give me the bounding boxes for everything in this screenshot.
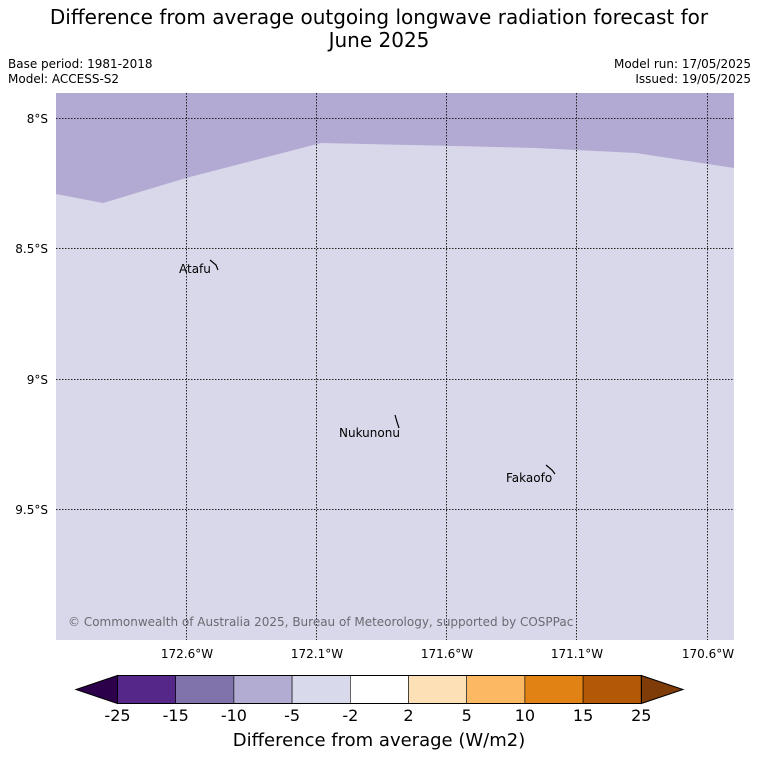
colorbar-cell bbox=[233, 675, 293, 704]
colorbar-tick-label: -5 bbox=[284, 706, 301, 725]
colorbar-tick-label: -25 bbox=[104, 706, 131, 725]
model-run: Model run: 17/05/2025 bbox=[613, 57, 751, 71]
lat-label-9-5s: 9.5°S bbox=[15, 503, 48, 517]
colorbar-extension-low bbox=[74, 674, 118, 705]
title-line-2: June 2025 bbox=[328, 28, 430, 52]
atoll-nukunonu bbox=[394, 414, 400, 429]
colorbar-cell bbox=[466, 675, 526, 704]
place-label-nukunonu: Nukunonu bbox=[339, 426, 400, 440]
colorbar-tick-label: -15 bbox=[162, 706, 189, 725]
base-period: Base period: 1981-2018 bbox=[8, 57, 153, 71]
lon-label-171-1w: 171.1°W bbox=[550, 647, 604, 661]
colorbar-tick-label: 10 bbox=[514, 706, 536, 725]
colorbar-title: Difference from average (W/m2) bbox=[232, 730, 526, 751]
lat-label-8s: 8°S bbox=[26, 112, 48, 126]
colorbar-extension-high bbox=[640, 674, 685, 705]
colorbar-cell bbox=[175, 675, 235, 704]
copyright-notice: © Commonwealth of Australia 2025, Bureau… bbox=[68, 615, 574, 629]
colorbar-cell bbox=[524, 675, 584, 704]
lat-label-9s: 9°S bbox=[26, 373, 48, 387]
model-name: Model: ACCESS-S2 bbox=[8, 72, 120, 86]
place-label-fakaofo: Fakaofo bbox=[506, 471, 553, 485]
lat-label-8-5s: 8.5°S bbox=[15, 242, 48, 256]
colorbar-tick-label: 5 bbox=[461, 706, 472, 725]
meta-right: Model run: 17/05/2025 Issued: 19/05/2025 bbox=[614, 57, 751, 87]
lon-label-171-6w: 171.6°W bbox=[420, 647, 474, 661]
map-panel bbox=[56, 93, 734, 640]
anomaly-band-minus5-minus2 bbox=[56, 93, 734, 640]
lon-label-172-6w: 172.6°W bbox=[160, 647, 214, 661]
colorbar-tick-label: 15 bbox=[572, 706, 594, 725]
graticule bbox=[56, 93, 734, 640]
lon-label-172-1w: 172.1°W bbox=[290, 647, 344, 661]
colorbar-cell bbox=[291, 675, 351, 704]
atoll-fakaofo bbox=[545, 464, 556, 475]
meta-left: Base period: 1981-2018 Model: ACCESS-S2 bbox=[8, 57, 153, 87]
anomaly-band-minus10-minus5 bbox=[56, 93, 734, 203]
colorbar-cells bbox=[74, 674, 685, 705]
colorbar-cell bbox=[582, 675, 642, 704]
colorbar-tick-label: 2 bbox=[403, 706, 414, 725]
map-title: Difference from average outgoing longwav… bbox=[0, 6, 758, 52]
lon-label-170-6w: 170.6°W bbox=[681, 647, 735, 661]
colorbar-tick-label: 25 bbox=[631, 706, 652, 725]
colorbar-tick-label: -10 bbox=[220, 706, 247, 725]
colorbar-frame bbox=[117, 675, 642, 704]
map-canvas bbox=[56, 93, 734, 640]
colorbar bbox=[74, 674, 685, 705]
colorbar-cell bbox=[349, 675, 409, 704]
place-label-atafu: Atafu bbox=[179, 262, 211, 276]
colorbar-cell bbox=[117, 675, 177, 704]
atoll-atafu bbox=[209, 259, 219, 271]
colorbar-tick-label: -2 bbox=[342, 706, 359, 725]
issued-date: Issued: 19/05/2025 bbox=[635, 72, 751, 86]
colorbar-cell bbox=[408, 675, 468, 704]
title-line-1: Difference from average outgoing longwav… bbox=[49, 5, 709, 29]
